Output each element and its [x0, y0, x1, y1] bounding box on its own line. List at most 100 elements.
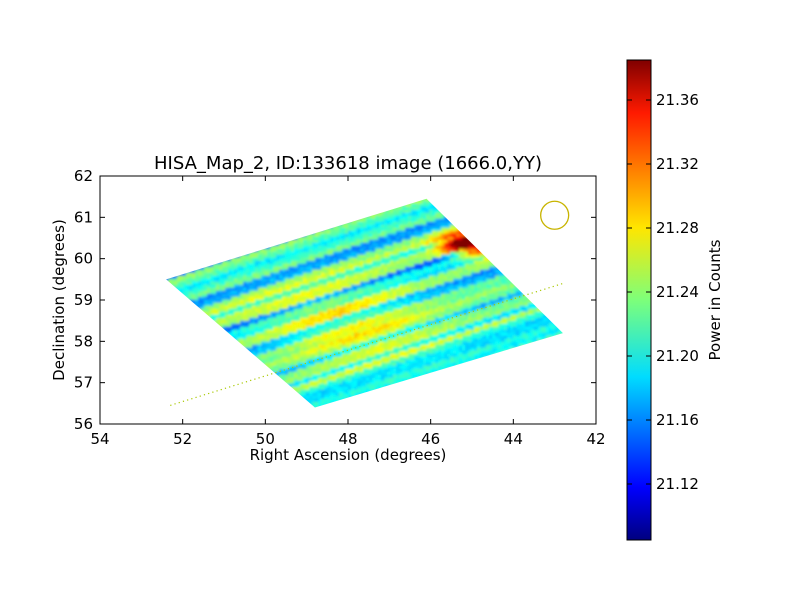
map-pixel	[189, 383, 193, 388]
map-pixel	[249, 353, 253, 358]
map-pixel	[294, 359, 298, 364]
map-pixel	[183, 311, 187, 316]
map-pixel	[204, 278, 208, 283]
map-pixel	[324, 206, 328, 211]
map-pixel	[237, 296, 241, 301]
map-pixel	[162, 408, 166, 412]
map-pixel	[342, 260, 346, 265]
map-pixel	[222, 408, 226, 412]
map-pixel	[189, 362, 193, 367]
map-pixel	[363, 365, 367, 370]
map-pixel	[177, 218, 181, 223]
map-pixel	[228, 233, 232, 238]
map-pixel	[315, 269, 319, 274]
map-pixel	[309, 326, 313, 331]
map-pixel	[303, 218, 307, 223]
map-pixel	[234, 269, 238, 274]
map-pixel	[255, 287, 259, 292]
map-pixel	[183, 314, 187, 319]
map-pixel	[189, 272, 193, 277]
map-pixel	[240, 404, 244, 408]
map-pixel	[192, 305, 196, 310]
map-pixel	[270, 350, 274, 355]
map-pixel	[231, 263, 235, 268]
map-pixel	[231, 323, 235, 328]
map-pixel	[303, 221, 307, 226]
map-pixel	[237, 404, 241, 408]
map-pixel	[282, 275, 286, 280]
map-pixel	[249, 239, 253, 244]
map-pixel	[168, 278, 172, 283]
map-pixel	[291, 269, 295, 274]
map-pixel	[354, 368, 358, 373]
map-pixel	[222, 257, 226, 262]
map-pixel	[228, 314, 232, 319]
map-pixel	[249, 408, 253, 412]
map-pixel	[186, 305, 190, 310]
map-pixel	[270, 206, 274, 211]
map-pixel	[219, 206, 223, 211]
map-pixel	[363, 401, 367, 406]
map-pixel	[270, 242, 274, 247]
map-pixel	[243, 347, 247, 352]
map-pixel	[192, 230, 196, 235]
map-pixel	[321, 335, 325, 340]
map-pixel	[162, 345, 166, 349]
map-pixel	[234, 245, 238, 250]
map-pixel	[360, 353, 364, 358]
map-pixel	[279, 224, 283, 229]
map-pixel	[198, 404, 202, 408]
map-pixel	[348, 227, 352, 232]
map-pixel	[231, 212, 235, 217]
map-pixel	[201, 269, 205, 274]
map-pixel	[183, 260, 187, 265]
map-pixel	[360, 338, 364, 343]
map-pixel	[234, 212, 238, 217]
map-pixel	[231, 326, 235, 331]
map-pixel	[180, 239, 184, 244]
map-pixel	[168, 356, 172, 361]
map-pixel	[270, 389, 274, 394]
map-pixel	[195, 353, 199, 358]
map-pixel	[354, 269, 358, 274]
map-pixel	[351, 347, 355, 352]
map-pixel	[360, 359, 364, 364]
map-pixel	[174, 362, 178, 367]
map-pixel	[207, 338, 211, 343]
map-pixel	[207, 251, 211, 256]
map-pixel	[345, 311, 349, 316]
map-pixel	[357, 248, 361, 253]
map-pixel	[297, 278, 301, 283]
map-pixel	[237, 198, 241, 202]
map-pixel	[162, 354, 166, 358]
map-pixel	[267, 314, 271, 319]
map-pixel	[222, 251, 226, 256]
map-pixel	[261, 398, 265, 403]
map-pixel	[237, 365, 241, 370]
map-pixel	[351, 392, 355, 397]
map-pixel	[261, 356, 265, 361]
map-pixel	[213, 335, 217, 340]
map-pixel	[189, 236, 193, 241]
map-pixel	[324, 260, 328, 265]
map-pixel	[291, 335, 295, 340]
map-pixel	[360, 323, 364, 328]
map-pixel	[345, 233, 349, 238]
map-pixel	[261, 350, 265, 355]
map-pixel	[192, 290, 196, 295]
map-pixel	[225, 272, 229, 277]
map-pixel	[324, 353, 328, 358]
map-pixel	[186, 353, 190, 358]
map-pixel	[243, 233, 247, 238]
map-pixel	[222, 338, 226, 343]
map-pixel	[306, 404, 310, 408]
map-pixel	[309, 290, 313, 295]
map-pixel	[201, 347, 205, 352]
map-pixel	[237, 266, 241, 271]
map-pixel	[336, 230, 340, 235]
map-pixel	[333, 401, 337, 406]
map-pixel	[183, 254, 187, 259]
map-pixel	[318, 254, 322, 259]
map-pixel	[255, 293, 259, 298]
map-pixel	[270, 209, 274, 214]
